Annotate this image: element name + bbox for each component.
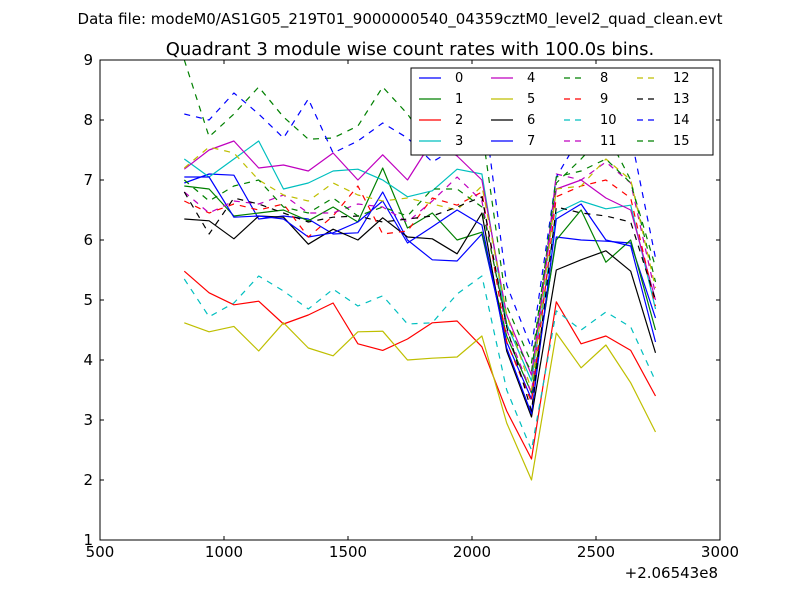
series-line-1 xyxy=(184,167,657,394)
legend-frame xyxy=(410,67,714,156)
legend-label-14: 14 xyxy=(673,113,690,128)
legend-label-4: 4 xyxy=(527,71,535,86)
legend-label-6: 6 xyxy=(527,113,535,128)
y-tick-label: 7 xyxy=(83,171,93,189)
y-tick-label: 4 xyxy=(83,351,93,369)
legend-label-10: 10 xyxy=(600,113,617,128)
legend-label-1: 1 xyxy=(455,92,463,107)
y-tick-label: 6 xyxy=(83,231,93,249)
x-tick-label: 500 xyxy=(86,543,115,561)
x-tick-label: 3000 xyxy=(701,543,739,561)
y-tick-label: 1 xyxy=(83,531,93,549)
series-line-4 xyxy=(183,140,657,376)
series-line-8 xyxy=(183,60,657,364)
series-line-2 xyxy=(183,270,657,460)
series-line-0 xyxy=(184,173,657,400)
series-line-5 xyxy=(184,322,657,481)
x-tick-label: 1000 xyxy=(205,543,243,561)
chart-title: Quadrant 3 module wise count rates with … xyxy=(166,39,655,60)
x-tick-label: 1500 xyxy=(329,543,367,561)
legend-label-15: 15 xyxy=(673,134,690,149)
legend-label-9: 9 xyxy=(600,92,608,107)
legend-label-7: 7 xyxy=(527,134,535,149)
y-tick-label: 9 xyxy=(83,51,93,69)
legend-label-8: 8 xyxy=(600,71,608,86)
legend-label-0: 0 xyxy=(455,71,463,86)
legend-label-5: 5 xyxy=(527,92,535,107)
y-tick-label: 5 xyxy=(83,291,93,309)
x-tick-label: 2000 xyxy=(453,543,491,561)
series-line-15 xyxy=(183,158,657,373)
series-line-12 xyxy=(183,146,657,391)
legend-label-12: 12 xyxy=(673,71,690,86)
figure-suptitle: Data file: modeM0/AS1G05_219T01_90000005… xyxy=(78,10,723,29)
y-tick-label: 2 xyxy=(83,471,93,489)
x-offset-label: +2.06543e8 xyxy=(625,564,718,582)
series-line-11 xyxy=(183,161,657,394)
series-line-7 xyxy=(184,176,657,415)
y-tick-label: 8 xyxy=(83,111,93,129)
legend-label-2: 2 xyxy=(455,113,463,128)
series-line-3 xyxy=(183,140,657,382)
legend-label-13: 13 xyxy=(673,92,690,107)
series-line-13 xyxy=(183,191,657,412)
series-line-9 xyxy=(184,179,657,403)
legend-label-3: 3 xyxy=(455,134,463,149)
y-tick-label: 3 xyxy=(83,411,93,429)
legend-label-11: 11 xyxy=(600,134,617,149)
x-tick-label: 2500 xyxy=(577,543,615,561)
